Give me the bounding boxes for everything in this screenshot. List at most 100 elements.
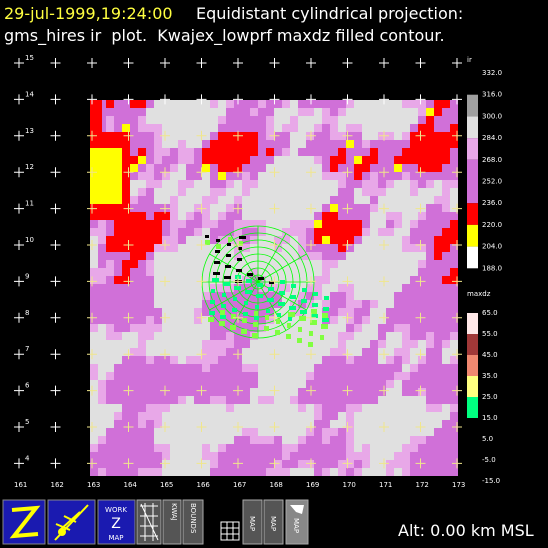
image-pixel <box>210 380 218 388</box>
image-pixel <box>450 332 458 340</box>
image-pixel <box>410 332 418 340</box>
echo-pixel <box>257 283 263 287</box>
echo-pixel <box>288 317 292 321</box>
image-pixel <box>298 292 306 300</box>
image-pixel <box>306 444 314 452</box>
image-pixel <box>450 212 458 220</box>
echo-pixel <box>269 281 275 284</box>
image-pixel <box>410 244 418 252</box>
image-pixel <box>226 332 234 340</box>
grid-cross <box>415 349 426 360</box>
image-pixel <box>130 356 138 364</box>
wind-button[interactable] <box>47 499 96 545</box>
image-pixel <box>258 108 266 116</box>
image-pixel <box>130 300 138 308</box>
image-pixel <box>330 252 338 260</box>
image-pixel <box>346 372 354 380</box>
image-pixel <box>370 164 378 172</box>
table-button[interactable] <box>220 521 240 541</box>
image-pixel <box>138 188 146 196</box>
image-pixel <box>226 308 234 316</box>
grid-button[interactable] <box>136 499 162 545</box>
grid-cross <box>306 240 316 250</box>
image-pixel <box>370 172 378 180</box>
image-pixel <box>106 236 114 244</box>
image-pixel <box>434 340 442 348</box>
image-pixel <box>346 212 354 220</box>
image-pixel <box>282 132 290 140</box>
image-pixel <box>138 452 146 460</box>
image-pixel <box>450 300 458 308</box>
image-pixel <box>250 180 258 188</box>
image-pixel <box>218 116 226 124</box>
kwaj-button[interactable]: KWAJ <box>162 499 182 545</box>
work-map-button[interactable]: WORK Z MAP <box>97 499 136 545</box>
image-pixel <box>370 356 378 364</box>
image-pixel <box>402 468 410 476</box>
grid-cross <box>342 385 353 396</box>
image-pixel <box>170 228 178 236</box>
image-pixel <box>330 356 338 364</box>
image-pixel <box>450 404 458 412</box>
radial-line <box>209 253 259 283</box>
image-pixel <box>218 468 226 476</box>
image-pixel <box>106 260 114 268</box>
image-pixel <box>450 100 458 108</box>
image-pixel <box>322 164 330 172</box>
echo-pixel <box>205 235 209 238</box>
zeb-button[interactable] <box>2 499 46 545</box>
image-pixel <box>434 220 442 228</box>
image-pixel <box>178 396 186 404</box>
legend-label: 284.0 <box>482 134 502 142</box>
image-pixel <box>138 148 146 156</box>
image-pixel <box>250 268 258 276</box>
image-pixel <box>146 276 154 284</box>
image-pixel <box>434 308 442 316</box>
image-pixel <box>138 420 146 428</box>
image-pixel <box>106 324 114 332</box>
image-pixel <box>114 276 122 284</box>
image-pixel <box>266 116 274 124</box>
image-pixel <box>98 220 106 228</box>
wind-dot <box>58 528 66 536</box>
image-pixel <box>226 148 234 156</box>
bounds-button[interactable]: BOUNDS <box>182 499 204 545</box>
image-pixel <box>394 364 402 372</box>
image-pixel <box>186 220 194 228</box>
image-pixel <box>410 380 418 388</box>
button-label: Z <box>111 516 121 532</box>
grid-cross <box>342 240 353 250</box>
image-pixel <box>434 460 442 468</box>
image-pixel <box>418 220 426 228</box>
image-pixel <box>98 388 106 396</box>
image-pixel <box>154 180 162 188</box>
grid-cross <box>306 58 316 68</box>
image-pixel <box>322 116 330 124</box>
image-pixel <box>346 180 354 188</box>
image-pixel <box>418 460 426 468</box>
image-pixel <box>106 460 114 468</box>
image-pixel <box>450 124 458 132</box>
image-pixel <box>146 436 154 444</box>
image-pixel <box>226 292 234 300</box>
image-pixel <box>242 284 250 292</box>
image-pixel <box>242 140 250 148</box>
image-pixel <box>410 324 418 332</box>
image-pixel <box>418 116 426 124</box>
image-pixel <box>306 244 314 252</box>
map-button-1[interactable]: MAP <box>242 499 263 545</box>
map-button-3[interactable]: MAP <box>285 499 309 545</box>
map-button-2[interactable]: MAP <box>263 499 284 545</box>
image-pixel <box>306 252 314 260</box>
grid-cross <box>342 422 353 432</box>
image-pixel <box>402 316 410 324</box>
image-pixel <box>154 388 162 396</box>
echo-pixel <box>310 320 317 325</box>
image-pixel <box>178 180 186 188</box>
echo-pixel <box>246 279 252 283</box>
image-pixel <box>242 468 250 476</box>
image-pixel <box>146 164 154 172</box>
image-pixel <box>114 124 122 132</box>
image-pixel <box>362 172 370 180</box>
image-pixel <box>170 164 178 172</box>
